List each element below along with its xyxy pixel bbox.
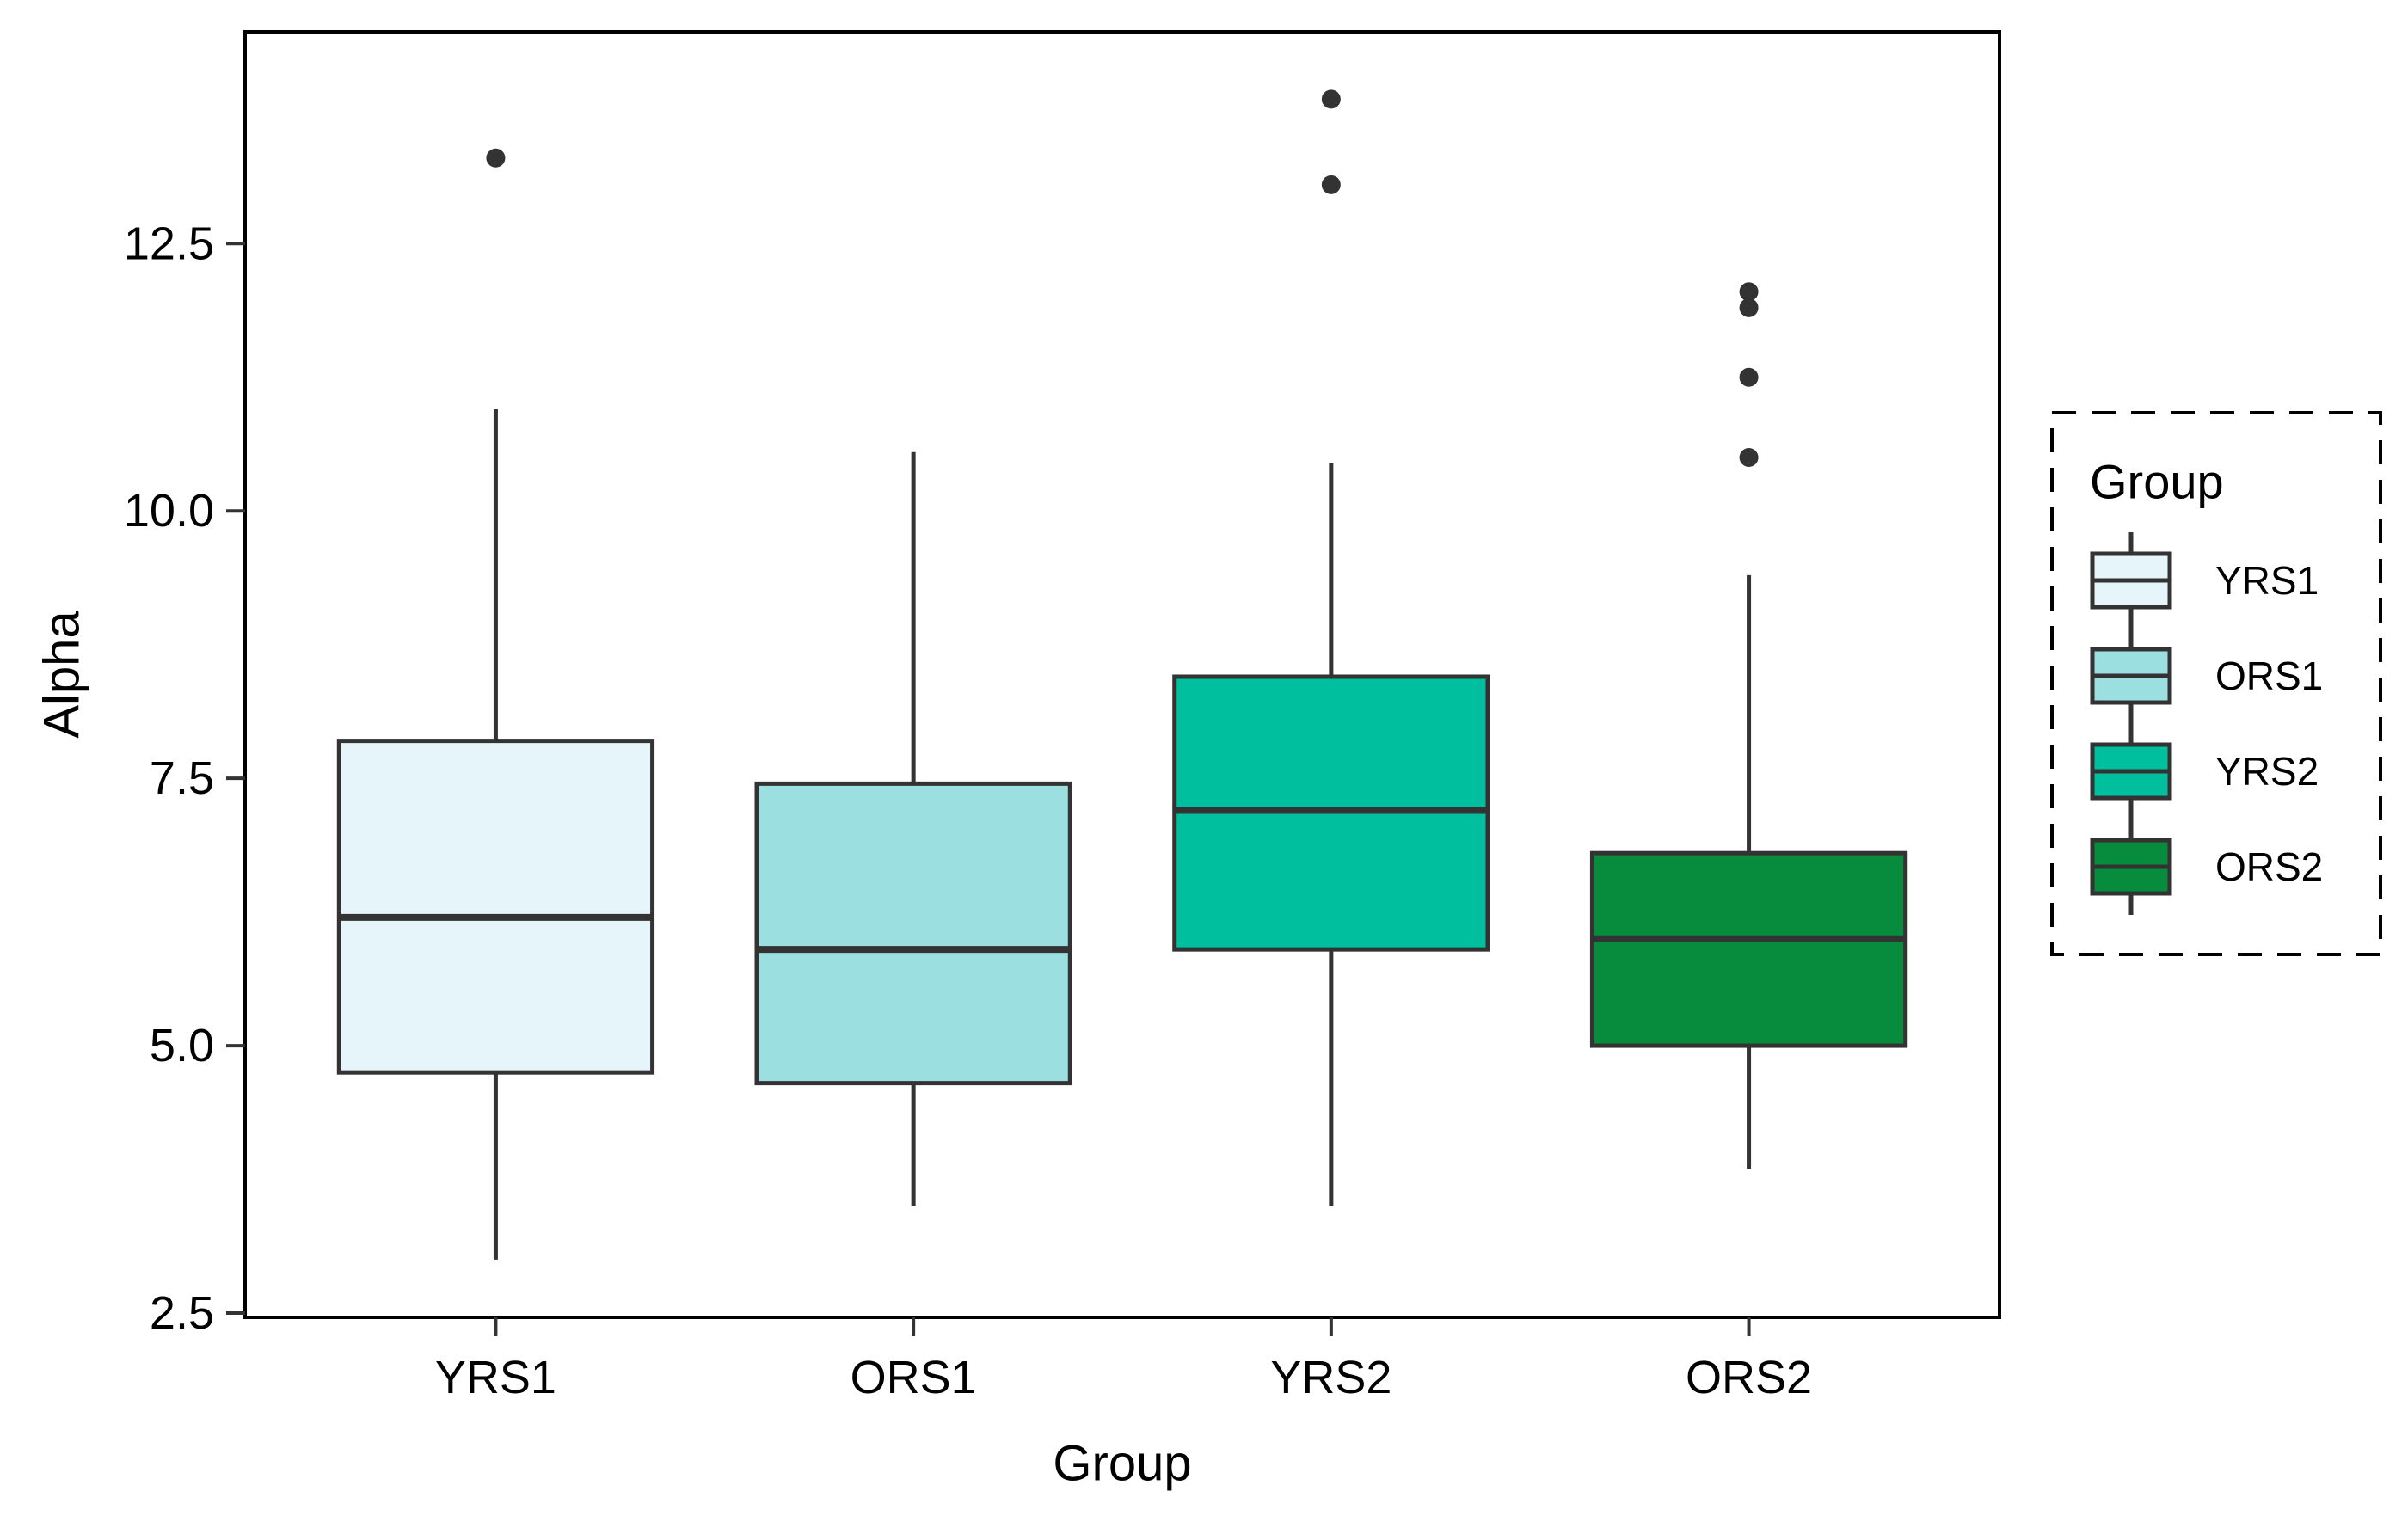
outlier-point [1739, 298, 1759, 317]
boxplot-yrs2 [1172, 89, 1490, 1206]
outlier-point [486, 148, 506, 168]
outlier-point [1321, 175, 1341, 194]
outlier-point [1739, 448, 1759, 468]
x-axis-title: Group [1053, 1436, 1191, 1492]
y-axis-title: Alpha [34, 611, 90, 739]
iqr-box [336, 739, 655, 1075]
legend-label: ORS2 [2215, 844, 2323, 889]
y-tick-label: 10.0 [124, 485, 214, 537]
boxplot-ors2 [1589, 282, 1908, 1169]
legend-item-ors1: ORS1 [2090, 628, 2323, 724]
legend-title: Group [2090, 455, 2224, 509]
plot-panel [243, 30, 2001, 1319]
y-tick-label: 12.5 [124, 218, 214, 269]
boxplot-ors1 [754, 451, 1072, 1206]
y-tick-label: 2.5 [150, 1287, 214, 1339]
boxplot-yrs1 [336, 148, 655, 1260]
outlier-point [1739, 282, 1759, 302]
iqr-box [1589, 850, 1908, 1048]
x-tick-label: YRS1 [435, 1352, 556, 1403]
iqr-box [754, 781, 1072, 1086]
legend-label: YRS2 [2215, 749, 2319, 794]
y-tick-label: 5.0 [150, 1020, 214, 1071]
legend-item-ors2: ORS2 [2090, 819, 2323, 915]
x-tick-label: ORS2 [1686, 1352, 1812, 1403]
legend-item-yrs2: YRS2 [2090, 723, 2319, 819]
outlier-point [1321, 89, 1341, 109]
legend: YRS1 ORS1 YRS2 ORS2 [2050, 411, 2382, 956]
x-tick-label: YRS2 [1270, 1352, 1391, 1403]
y-tick-label: 7.5 [150, 752, 214, 804]
legend-border [2050, 411, 2382, 956]
x-tick-label: ORS1 [851, 1352, 977, 1403]
legend-label: ORS1 [2215, 654, 2323, 698]
legend-item-yrs1: YRS1 [2090, 532, 2319, 629]
outlier-point [1739, 367, 1759, 387]
legend-label: YRS1 [2215, 558, 2319, 603]
